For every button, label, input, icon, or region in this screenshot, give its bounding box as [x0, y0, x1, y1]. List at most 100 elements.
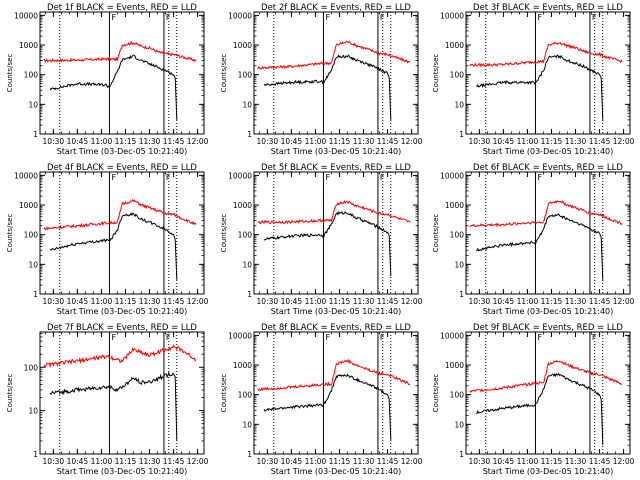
y-tick-label: 1 [33, 290, 38, 299]
lld-series-line [257, 199, 411, 225]
y-axis-ticks: 1 10 100 1000 10000 [228, 11, 418, 139]
x-tick-label: 11:45 [163, 297, 185, 306]
chart-title: Det 4f BLACK = Events, RED = LLD [47, 163, 197, 173]
events-series-line [476, 54, 604, 120]
time-markers [485, 12, 604, 134]
x-tick-label: 11:45 [377, 457, 399, 466]
flag-marker-label: F [537, 173, 542, 182]
y-axis-label: Counts/sec [220, 214, 228, 253]
x-axis-ticks: 10:30 10:45 11:00 11:15 11:30 11:45 12:00 [257, 12, 423, 146]
flag-marker-label: F [380, 333, 385, 342]
flag-marker-label: F [537, 13, 542, 22]
y-tick-label: 1000 [19, 201, 38, 210]
y-tick-label: 1000 [445, 41, 464, 50]
x-axis-label: Start Time (03-Dec-05 10:21:40) [57, 467, 188, 476]
x-tick-label: 10:30 [469, 297, 491, 306]
x-tick-label: 12:00 [401, 137, 423, 146]
lld-series-line [257, 358, 411, 392]
x-tick-label: 11:30 [565, 457, 587, 466]
x-tick-label: 11:30 [139, 457, 161, 466]
flag-marker-label: F [111, 333, 116, 342]
chart-title: Det 2f BLACK = Events, RED = LLD [261, 3, 411, 13]
y-axis-ticks: 1 10 100 1000 10000 [440, 171, 630, 299]
x-tick-label: 10:45 [281, 137, 303, 146]
time-markers [59, 12, 178, 134]
x-tick-label: 11:00 [305, 137, 327, 146]
flag-marker-label: F [380, 13, 385, 22]
y-axis-label: Counts/sec [6, 54, 14, 93]
y-axis-label: Counts/sec [6, 374, 14, 413]
chart-title: Det 8f BLACK = Events, RED = LLD [261, 323, 411, 333]
y-tick-label: 1 [247, 130, 252, 139]
y-tick-label: 10 [242, 260, 252, 269]
x-tick-label: 11:45 [589, 457, 611, 466]
x-tick-label: 11:00 [305, 457, 327, 466]
x-tick-label: 11:15 [115, 457, 137, 466]
x-tick-label: 11:30 [565, 137, 587, 146]
plot-frame [465, 11, 631, 135]
y-tick-label: 1000 [233, 201, 252, 210]
y-tick-label: 1 [33, 450, 38, 459]
x-tick-label: 10:45 [67, 137, 89, 146]
x-tick-label: 11:45 [163, 457, 185, 466]
time-markers [273, 332, 392, 454]
events-series-line [49, 211, 178, 280]
x-tick-label: 12:00 [187, 137, 209, 146]
y-tick-label: 1000 [19, 41, 38, 50]
x-tick-label: 11:30 [139, 297, 161, 306]
y-tick-label: 10 [28, 100, 38, 109]
plot-frame [465, 171, 631, 295]
x-tick-label: 11:15 [329, 137, 351, 146]
y-axis-ticks: 1 10 100 1000 10000 [228, 171, 418, 299]
lld-series-line [257, 40, 411, 70]
plot-frame [39, 171, 205, 295]
lld-series-line [469, 41, 623, 68]
chart-title: Det 9f BLACK = Events, RED = LLD [473, 323, 623, 333]
events-series-line [49, 371, 178, 441]
chart-panel-7: Det 7f BLACK = Events, RED = LLD 1 10 100 10… [6, 323, 209, 476]
x-tick-label: 11:45 [163, 137, 185, 146]
y-axis-ticks: 1 10 100 1000 10000 [228, 331, 418, 459]
x-tick-label: 12:00 [401, 457, 423, 466]
y-tick-label: 100 [238, 231, 253, 240]
y-tick-label: 1 [459, 450, 464, 459]
flag-marker-label: F [380, 173, 385, 182]
x-tick-label: 10:30 [257, 297, 279, 306]
x-tick-label: 11:00 [517, 137, 539, 146]
x-axis-label: Start Time (03-Dec-05 10:21:40) [57, 307, 188, 316]
flag-marker-label: F [325, 333, 330, 342]
y-tick-label: 10000 [14, 171, 38, 180]
plot-frame [39, 331, 205, 455]
x-tick-label: 10:30 [257, 457, 279, 466]
y-tick-label: 10000 [228, 331, 252, 340]
x-axis-label: Start Time (03-Dec-05 10:21:40) [271, 467, 402, 476]
y-axis-label: Counts/sec [6, 214, 14, 253]
plot-frame [465, 331, 631, 455]
x-axis-ticks: 10:30 10:45 11:00 11:15 11:30 11:45 12:00 [469, 172, 635, 306]
y-tick-label: 100 [450, 71, 465, 80]
y-tick-label: 1000 [233, 41, 252, 50]
y-tick-label: 100 [24, 231, 39, 240]
y-axis-label: Counts/sec [432, 54, 440, 93]
x-tick-label: 12:00 [187, 297, 209, 306]
y-axis-label: Counts/sec [432, 214, 440, 253]
y-axis-ticks: 1 10 100 1000 10000 [14, 11, 204, 139]
y-tick-label: 10000 [440, 331, 464, 340]
x-tick-label: 11:45 [377, 297, 399, 306]
x-tick-label: 10:45 [493, 137, 515, 146]
y-tick-label: 10000 [228, 11, 252, 20]
x-tick-label: 11:15 [541, 137, 563, 146]
flag-marker-label: F [537, 333, 542, 342]
chart-panel-3: Det 3f BLACK = Events, RED = LLD 1 10 100 10… [432, 3, 635, 156]
y-axis-ticks: 1 10 100 1000 10000 [14, 171, 204, 299]
y-axis-label: Counts/sec [432, 374, 440, 413]
y-tick-label: 10 [242, 420, 252, 429]
y-tick-label: 10 [454, 260, 464, 269]
x-tick-label: 11:00 [305, 297, 327, 306]
x-tick-label: 11:00 [517, 297, 539, 306]
x-tick-label: 10:30 [257, 137, 279, 146]
y-tick-label: 100 [24, 363, 39, 372]
flag-marker-label: F [592, 333, 597, 342]
time-markers [59, 332, 178, 454]
y-tick-label: 100 [450, 231, 465, 240]
